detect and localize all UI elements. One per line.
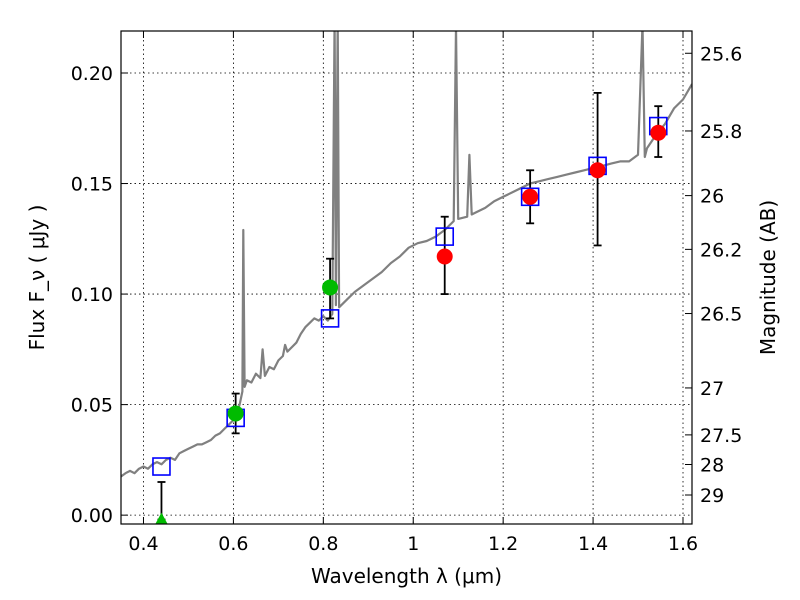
mag-tick-label: 29 <box>700 485 724 507</box>
y-tick-label: 0.10 <box>71 284 113 306</box>
mag-tick-label: 25.6 <box>700 43 742 65</box>
red-detection-point <box>650 124 667 141</box>
mag-tick-label: 26.2 <box>700 239 742 261</box>
axis-ticks: 0.4 0.6 0.8 1 1.2 1.4 1.6 0.00 0.05 0.10 0.15 0.20 2… <box>71 31 742 555</box>
mag-tick-label: 26.5 <box>700 304 742 326</box>
plot-frame <box>120 30 693 525</box>
right-y-axis-title: Magnitude (AB) <box>756 200 780 355</box>
mag-tick-label: 28 <box>700 455 724 477</box>
model-photometry-square <box>152 457 171 476</box>
green-detection-point <box>227 405 244 422</box>
x-tick-label: 0.6 <box>218 533 248 555</box>
x-tick-label: 1.4 <box>578 533 608 555</box>
model-photometry-square <box>320 309 340 328</box>
upper-limit-triangle <box>155 512 168 524</box>
model-spectrum-line <box>121 31 692 478</box>
y-tick-label: 0.05 <box>71 395 113 417</box>
mag-tick-label: 27 <box>700 378 724 400</box>
x-tick-label: 1 <box>407 533 419 555</box>
x-tick-label: 1.6 <box>668 533 698 555</box>
grid <box>121 31 692 524</box>
x-tick-label: 0.4 <box>128 533 158 555</box>
y-tick-label: 0.20 <box>71 63 113 85</box>
red-detection-point <box>522 188 539 205</box>
plot-area <box>121 31 692 524</box>
model-photometry-square <box>435 227 455 246</box>
y-tick-label: 0.15 <box>71 174 113 196</box>
y-axis-title: Flux F_ν ( μJy ) <box>25 205 49 351</box>
red-detection-point <box>436 248 453 265</box>
x-tick-label: 1.2 <box>488 533 518 555</box>
y-tick-label: 0.00 <box>71 505 113 527</box>
red-detection-point <box>589 162 606 179</box>
mag-tick-label: 25.8 <box>700 121 742 143</box>
x-axis-title: Wavelength λ (μm) <box>311 564 502 588</box>
model-photometry-square <box>520 187 540 207</box>
mag-tick-label: 26 <box>700 186 724 208</box>
green-detection-point <box>322 279 339 296</box>
x-tick-label: 0.8 <box>308 533 338 555</box>
mag-tick-label: 27.5 <box>700 425 742 447</box>
